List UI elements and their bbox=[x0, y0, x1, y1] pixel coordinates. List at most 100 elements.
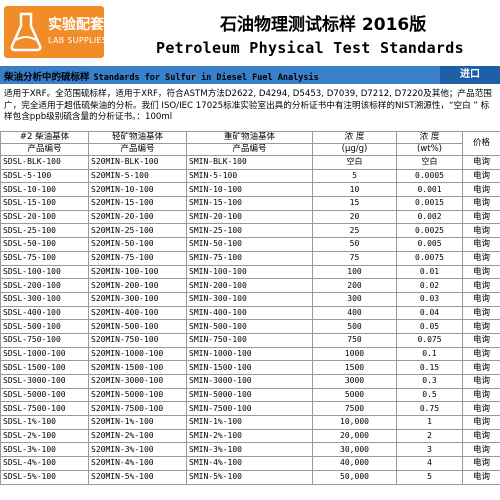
brand-logo[interactable]: 实验配套 LAB SUPPLIES bbox=[4, 6, 104, 58]
table-row: SDSL-1500-100 S20MIN-1500-100 SMIN-1500-10… bbox=[0, 360, 500, 375]
diesel-code-cell: SDSL-750-100 bbox=[0, 332, 89, 348]
diesel-code-cell: SDSL-50-100 bbox=[0, 237, 89, 252]
conc-ugg-cell: 300 bbox=[312, 291, 397, 307]
diesel-code-cell: SDSL-75-100 bbox=[0, 250, 89, 266]
price-cell[interactable]: 电询 bbox=[462, 223, 500, 239]
heavy-oil-code-cell: SMIN-25-100 bbox=[186, 223, 313, 239]
conc-wt-cell: 0.0025 bbox=[396, 223, 463, 239]
diesel-code-cell: SDSL-15-100 bbox=[0, 196, 89, 211]
section-title-cn: 柴油分析中的硫标样 bbox=[4, 72, 90, 83]
import-label: 进口 bbox=[440, 66, 500, 84]
heavy-oil-code-cell: SMIN-4%-100 bbox=[186, 456, 313, 471]
diesel-code-cell: SDSL-3%-100 bbox=[0, 442, 89, 458]
price-cell[interactable]: 电询 bbox=[462, 182, 500, 198]
diesel-code-cell: SDSL-7500-100 bbox=[0, 401, 89, 417]
table-row: SDSL-750-100 S20MIN-750-100 SMIN-750-100 75… bbox=[0, 332, 500, 348]
conc-ugg-cell: 200 bbox=[312, 278, 397, 293]
table-row: SDSL-3000-100 S20MIN-3000-100 SMIN-3000-10… bbox=[0, 374, 500, 389]
price-cell[interactable]: 电询 bbox=[462, 415, 500, 430]
price-cell[interactable]: 电询 bbox=[462, 250, 500, 266]
light-oil-code-cell: S20MIN-100-100 bbox=[88, 264, 187, 280]
heavy-oil-code-cell: SMIN-300-100 bbox=[186, 291, 313, 307]
diesel-code-cell: SDSL-100-100 bbox=[0, 264, 89, 280]
heavy-oil-code-cell: SMIN-5000-100 bbox=[186, 387, 313, 403]
conc-ugg-cell: 15 bbox=[312, 196, 397, 211]
heavy-oil-code-cell: SMIN-200-100 bbox=[186, 278, 313, 293]
price-cell[interactable]: 电询 bbox=[462, 196, 500, 211]
conc-ugg-cell: 5000 bbox=[312, 387, 397, 403]
diesel-code-cell: SDSL-1%-100 bbox=[0, 415, 89, 430]
price-cell[interactable]: 电询 bbox=[462, 237, 500, 252]
table-row: SDSL-25-100 S20MIN-25-100 SMIN-25-100 25 0.0… bbox=[0, 223, 500, 239]
light-oil-code-cell: S20MIN-5000-100 bbox=[88, 387, 187, 403]
table-row: SDSL-5%-100 S20MIN-5%-100 SMIN-5%-100 50,00… bbox=[0, 469, 500, 485]
light-oil-code-cell: S20MIN-1%-100 bbox=[88, 415, 187, 430]
diesel-code-cell: SDSL-5-100 bbox=[0, 168, 89, 184]
conc-wt-cell: 0.01 bbox=[396, 264, 463, 280]
diesel-code-cell: SDSL-10-100 bbox=[0, 182, 89, 198]
col2-header: 轻矿物油基体 bbox=[88, 131, 187, 144]
price-cell[interactable]: 电询 bbox=[462, 209, 500, 225]
price-cell[interactable]: 电询 bbox=[462, 346, 500, 362]
price-cell[interactable]: 电询 bbox=[462, 456, 500, 471]
page-title-cn: 石油物理测试标样 2016版 bbox=[220, 15, 427, 35]
conc-wt-cell: 0.04 bbox=[396, 305, 463, 321]
heavy-oil-code-cell: SMIN-10-100 bbox=[186, 182, 313, 198]
price-cell[interactable]: 电询 bbox=[462, 305, 500, 321]
standards-table: #2 柴油基体 轻矿物油基体 重矿物油基体 浓 度 浓 度 价格 产品编号 产品… bbox=[0, 131, 500, 485]
price-cell[interactable]: 电询 bbox=[462, 401, 500, 417]
conc-ugg-cell: 100 bbox=[312, 264, 397, 280]
price-cell[interactable]: 电询 bbox=[462, 387, 500, 403]
light-oil-code-cell: S20MIN-7500-100 bbox=[88, 401, 187, 417]
table-row: SDSL-20-100 S20MIN-20-100 SMIN-20-100 20 0.0… bbox=[0, 209, 500, 225]
table-row: SDSL-10-100 S20MIN-10-100 SMIN-10-100 10 0.0… bbox=[0, 182, 500, 198]
conc-ugg-cell: 750 bbox=[312, 332, 397, 348]
table-row: SDSL-BLK-100 S20MIN-BLK-100 SMIN-BLK-100 空白… bbox=[0, 155, 500, 170]
diesel-code-cell: SDSL-1500-100 bbox=[0, 360, 89, 375]
section-bar: 柴油分析中的硫标样 Standards for Sulfur in Diesel … bbox=[0, 66, 500, 84]
price-cell[interactable]: 电询 bbox=[462, 374, 500, 389]
price-cell[interactable]: 电询 bbox=[462, 264, 500, 280]
heavy-oil-code-cell: SMIN-75-100 bbox=[186, 250, 313, 266]
price-cell[interactable]: 电询 bbox=[462, 332, 500, 348]
price-cell[interactable]: 电询 bbox=[462, 278, 500, 293]
conc-wt-cell: 0.05 bbox=[396, 319, 463, 334]
table-row: SDSL-75-100 S20MIN-75-100 SMIN-75-100 75 0.0… bbox=[0, 250, 500, 266]
col5-subheader: (wt%) bbox=[396, 143, 463, 156]
price-cell[interactable]: 电询 bbox=[462, 442, 500, 458]
heavy-oil-code-cell: SMIN-2%-100 bbox=[186, 428, 313, 444]
brand-name-en: LAB SUPPLIES bbox=[48, 36, 104, 45]
diesel-code-cell: SDSL-300-100 bbox=[0, 291, 89, 307]
price-cell[interactable]: 电询 bbox=[462, 428, 500, 444]
price-cell[interactable]: 电询 bbox=[462, 360, 500, 375]
heavy-oil-code-cell: SMIN-100-100 bbox=[186, 264, 313, 280]
heavy-oil-code-cell: SMIN-1500-100 bbox=[186, 360, 313, 375]
price-cell[interactable]: 电询 bbox=[462, 319, 500, 334]
diesel-code-cell: SDSL-5%-100 bbox=[0, 469, 89, 485]
table-subheader-row: 产品编号 产品编号 产品编号 (μg/g) (wt%) bbox=[0, 143, 500, 156]
conc-wt-cell: 0.75 bbox=[396, 401, 463, 417]
light-oil-code-cell: S20MIN-BLK-100 bbox=[88, 155, 187, 170]
heavy-oil-code-cell: SMIN-1%-100 bbox=[186, 415, 313, 430]
heavy-oil-code-cell: SMIN-50-100 bbox=[186, 237, 313, 252]
price-cell[interactable]: 电询 bbox=[462, 168, 500, 184]
price-cell[interactable]: 电询 bbox=[462, 155, 500, 170]
table-row: SDSL-4%-100 S20MIN-4%-100 SMIN-4%-100 40,00… bbox=[0, 456, 500, 471]
conc-wt-cell: 空白 bbox=[396, 155, 463, 170]
diesel-code-cell: SDSL-400-100 bbox=[0, 305, 89, 321]
conc-ugg-cell: 20 bbox=[312, 209, 397, 225]
light-oil-code-cell: S20MIN-1500-100 bbox=[88, 360, 187, 375]
conc-wt-cell: 0.075 bbox=[396, 332, 463, 348]
conc-wt-cell: 0.02 bbox=[396, 278, 463, 293]
conc-wt-cell: 5 bbox=[396, 469, 463, 485]
conc-wt-cell: 0.15 bbox=[396, 360, 463, 375]
conc-ugg-cell: 7500 bbox=[312, 401, 397, 417]
light-oil-code-cell: S20MIN-2%-100 bbox=[88, 428, 187, 444]
diesel-code-cell: SDSL-500-100 bbox=[0, 319, 89, 334]
price-cell[interactable]: 电询 bbox=[462, 291, 500, 307]
light-oil-code-cell: S20MIN-400-100 bbox=[88, 305, 187, 321]
table-row: SDSL-15-100 S20MIN-15-100 SMIN-15-100 15 0.0… bbox=[0, 196, 500, 211]
conc-ugg-cell: 50 bbox=[312, 237, 397, 252]
conc-ugg-cell: 500 bbox=[312, 319, 397, 334]
price-cell[interactable]: 电询 bbox=[462, 469, 500, 485]
